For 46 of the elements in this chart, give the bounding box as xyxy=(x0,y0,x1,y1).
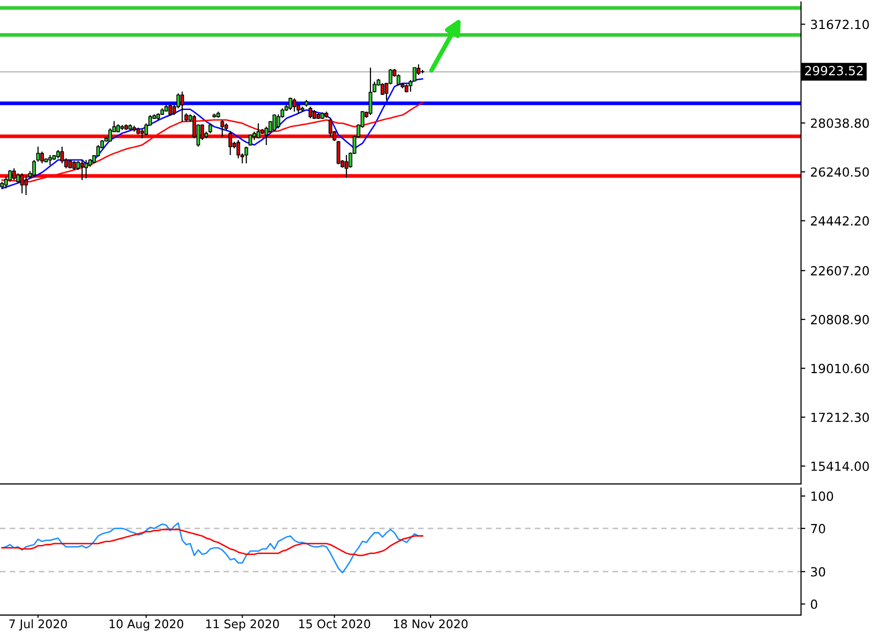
candlestick xyxy=(228,131,232,156)
x-tick-label: 15 Oct 2020 xyxy=(299,619,370,628)
x-tick-label: 11 Sep 2020 xyxy=(206,619,279,631)
candlestick xyxy=(16,172,20,184)
candlestick xyxy=(12,168,16,181)
candlestick xyxy=(336,140,340,165)
y-tick-label: 31672.10 xyxy=(811,20,869,30)
y-tick-label: 28038.80 xyxy=(810,118,869,128)
candlestick xyxy=(180,91,184,122)
candlestick xyxy=(140,128,144,139)
candlestick xyxy=(368,67,372,116)
x-tick-label: 18 Nov 2020 xyxy=(394,619,468,628)
candlestick xyxy=(308,106,312,119)
candlestick xyxy=(20,172,24,194)
y-tick-label: 22607.20 xyxy=(810,266,869,276)
y-tick-label: 15414.00 xyxy=(811,462,869,471)
candlestick xyxy=(168,104,172,116)
y-tick-label: 0 xyxy=(810,599,818,609)
y-tick-label: 20808.90 xyxy=(810,314,869,324)
candlestick xyxy=(236,139,240,159)
candlestick xyxy=(80,159,84,181)
candlestick xyxy=(272,114,276,132)
y-tick-label: 17212.30 xyxy=(811,412,869,422)
candlestick xyxy=(48,154,52,166)
candlestick xyxy=(288,97,292,111)
candlestick xyxy=(328,118,332,138)
x-tick-label: 7 Jul 2020 xyxy=(9,619,67,631)
y-tick-label: 26240.50 xyxy=(810,167,869,177)
ref-line-label: 29923.52 xyxy=(805,66,863,76)
candlestick xyxy=(244,146,248,164)
candlestick xyxy=(220,119,224,138)
candlestick xyxy=(292,98,296,112)
y-tick-label: 30 xyxy=(811,567,826,577)
y-tick-label: 70 xyxy=(811,524,826,534)
candlestick xyxy=(24,174,28,196)
line-series xyxy=(1,528,424,556)
candlestick xyxy=(256,122,260,139)
candlestick xyxy=(84,159,88,179)
y-tick-label: 24442.20 xyxy=(810,216,869,226)
candlestick xyxy=(276,114,280,129)
candlestick xyxy=(344,154,348,178)
candlestick xyxy=(108,128,112,142)
y-tick-label: 100 xyxy=(811,492,834,501)
x-tick-label: 10 Aug 2020 xyxy=(110,619,184,631)
candlestick xyxy=(380,82,384,96)
y-tick-label: 19010.60 xyxy=(811,364,869,374)
